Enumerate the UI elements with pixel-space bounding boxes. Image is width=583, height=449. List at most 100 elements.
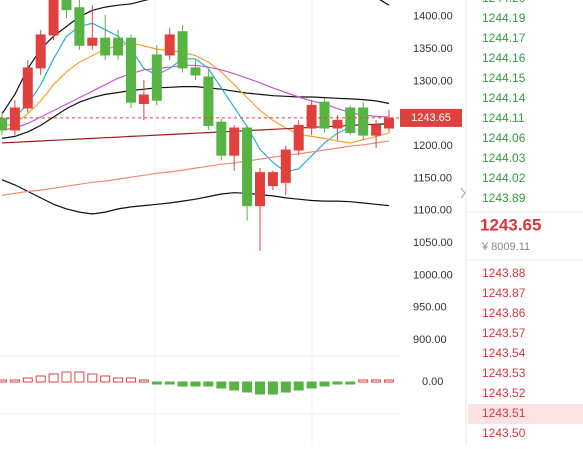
- y-tick-label: 1050.00: [413, 237, 453, 249]
- last-price: 1243.65: [480, 215, 541, 234]
- y-tick-label: 1200.00: [413, 140, 453, 152]
- ask-price: 1244.19: [482, 11, 526, 25]
- macd-bar: [358, 379, 369, 383]
- ask-price: 1244.17: [482, 31, 526, 45]
- macd-bar: [371, 379, 382, 383]
- ask-price: 1244.06: [482, 131, 526, 145]
- macd-bar: [126, 377, 136, 383]
- macd-bar: [280, 381, 291, 393]
- bid-price: 1243.53: [482, 366, 526, 380]
- ask-price: 1244.16: [482, 51, 526, 65]
- candle-body: [22, 67, 33, 109]
- macd-bar: [255, 381, 265, 395]
- macd-bar: [138, 379, 149, 383]
- ask-price: 1243.89: [482, 191, 526, 205]
- collapse-arrow[interactable]: [460, 187, 466, 199]
- macd-bar: [293, 381, 304, 391]
- candle-body: [126, 37, 136, 103]
- indicator-line: [1, 0, 390, 115]
- macd-bar: [177, 381, 188, 387]
- ask-price: 1244.03: [482, 151, 526, 165]
- candle-body: [358, 107, 369, 136]
- macd-bar: [0, 379, 7, 383]
- y-tick-label: 1300.00: [413, 75, 453, 87]
- candle-body: [48, 0, 59, 36]
- ask-price: 1244.20: [482, 0, 526, 5]
- indicator-line: [1, 86, 390, 139]
- macd-bar: [267, 381, 278, 395]
- candle-body: [35, 34, 46, 69]
- candle-body: [164, 34, 175, 56]
- candle-body: [100, 37, 111, 56]
- price-tag-label: 1243.65: [411, 112, 451, 124]
- candle-body: [216, 121, 227, 156]
- price-tag: [400, 108, 462, 127]
- macd-bar: [22, 377, 33, 383]
- ask-price: 1244.02: [482, 171, 526, 185]
- bid-price: 1243.86: [482, 306, 526, 320]
- ask-price: 1244.11: [482, 111, 525, 125]
- macd-bar: [9, 379, 20, 383]
- candle-body: [151, 54, 162, 101]
- candle-body: [255, 172, 265, 207]
- y-tick-label: 950.00: [413, 302, 447, 314]
- candle-body: [87, 37, 98, 46]
- macd-bar: [113, 377, 124, 383]
- bid-price: 1243.51: [482, 406, 526, 420]
- axis: 1400.001350.001300.001250.001200.001150.…: [400, 11, 462, 388]
- bid-price: 1243.87: [482, 286, 526, 300]
- candle-body: [203, 76, 214, 126]
- bid-price: 1243.57: [482, 326, 526, 340]
- candle-body: [345, 107, 356, 134]
- candle-body: [9, 107, 20, 131]
- macd-bar: [190, 381, 201, 387]
- candle-body: [177, 31, 188, 69]
- candle-body: [306, 104, 317, 129]
- candle-body: [113, 37, 124, 56]
- candle-body: [293, 124, 304, 151]
- candle-body: [332, 119, 343, 129]
- bid-price: 1243.88: [482, 266, 526, 280]
- candle-body: [319, 101, 330, 129]
- candle-body: [74, 7, 85, 46]
- bid-price: 1243.52: [482, 386, 526, 400]
- candle-body: [280, 149, 291, 183]
- macd-bar: [203, 381, 214, 387]
- candle-body: [0, 117, 7, 131]
- candle-body: [267, 172, 278, 187]
- indicator-line: [1, 42, 390, 144]
- y-tick-label: 0.00: [422, 376, 443, 388]
- macd-bar: [242, 381, 253, 393]
- macd-bar: [332, 381, 343, 385]
- macd-bar: [151, 381, 162, 385]
- candle-body: [242, 127, 253, 207]
- candle-body: [138, 94, 149, 104]
- price-panel: [0, 0, 400, 251]
- y-tick-label: 900.00: [413, 334, 447, 346]
- macd-bar: [164, 381, 175, 385]
- bid-price: 1243.54: [482, 346, 526, 360]
- macd-bar: [74, 371, 85, 383]
- candle-body: [190, 67, 201, 76]
- macd-bar: [306, 381, 317, 389]
- macd-bar: [48, 373, 59, 383]
- macd-bar: [61, 371, 72, 383]
- y-tick-label: 1150.00: [413, 172, 452, 184]
- y-tick-label: 1100.00: [413, 205, 452, 217]
- macd-bar: [100, 375, 111, 383]
- candle-body: [61, 0, 72, 11]
- bid-price: 1243.50: [482, 426, 526, 440]
- last-price-cny: ¥ 8009.11: [481, 241, 530, 253]
- macd-bar: [35, 375, 46, 383]
- order-book: 1244.20 1244.19 1244.17 1244.16 1244.15 1244.…: [480, 0, 541, 440]
- macd-bar: [229, 381, 240, 391]
- selected-row: [468, 404, 583, 424]
- candle-body: [229, 127, 240, 156]
- macd-bar: [384, 379, 394, 383]
- indicator-line: [1, 22, 390, 173]
- macd-bar: [87, 373, 98, 383]
- macd-bar: [216, 381, 227, 389]
